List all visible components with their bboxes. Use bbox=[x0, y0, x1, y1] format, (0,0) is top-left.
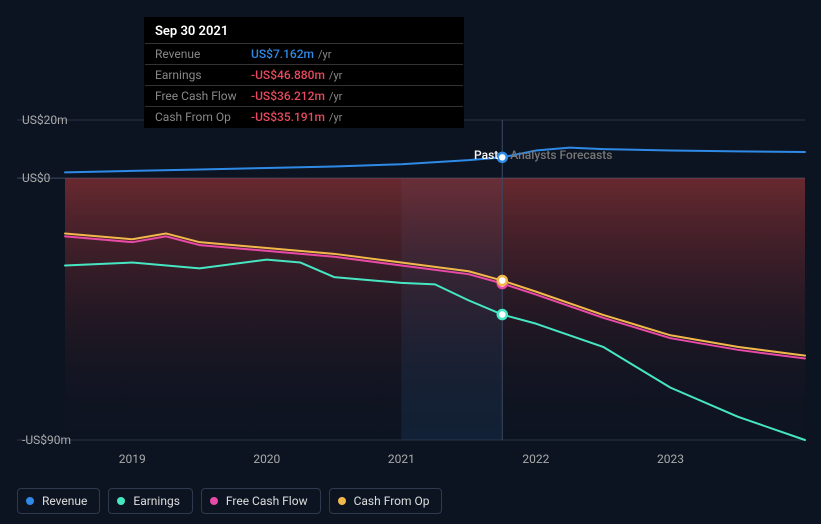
tooltip-date: Sep 30 2021 bbox=[145, 18, 463, 43]
series-line bbox=[65, 148, 805, 173]
chart-legend: Revenue Earnings Free Cash Flow Cash From O… bbox=[17, 488, 442, 514]
tooltip-row-label: Free Cash Flow bbox=[155, 89, 251, 103]
tooltip-row-label: Cash From Op bbox=[155, 110, 251, 124]
tooltip-row-suffix: /yr bbox=[318, 48, 331, 61]
legend-item[interactable]: Revenue bbox=[17, 488, 100, 514]
legend-item-label: Revenue bbox=[42, 494, 87, 508]
tooltip-row-suffix: /yr bbox=[329, 111, 342, 124]
legend-dot-icon bbox=[338, 497, 346, 505]
chart-tooltip: Sep 30 2021 RevenueUS$7.162m/yrEarnings-… bbox=[144, 17, 464, 128]
tooltip-row: Earnings-US$46.880m/yr bbox=[145, 64, 463, 85]
tooltip-row-value: -US$35.191m bbox=[251, 110, 325, 124]
legend-item-label: Free Cash Flow bbox=[226, 494, 308, 508]
tooltip-row: Cash From Op-US$35.191m/yr bbox=[145, 106, 463, 127]
legend-item[interactable]: Earnings bbox=[108, 488, 193, 514]
x-axis-label: 2022 bbox=[522, 452, 549, 466]
x-axis-label: 2019 bbox=[119, 452, 146, 466]
tooltip-row-value: -US$36.212m bbox=[251, 89, 325, 103]
past-region-label: Past bbox=[462, 148, 498, 162]
legend-item[interactable]: Cash From Op bbox=[329, 488, 443, 514]
tooltip-row-value: US$7.162m bbox=[251, 47, 314, 61]
tooltip-row-label: Revenue bbox=[155, 47, 251, 61]
x-axis-label: 2020 bbox=[253, 452, 280, 466]
forecast-region-label: Analysts Forecasts bbox=[510, 148, 612, 162]
x-axis-label: 2021 bbox=[388, 452, 415, 466]
series-marker bbox=[498, 276, 507, 285]
tooltip-row: RevenueUS$7.162m/yr bbox=[145, 43, 463, 64]
series-marker bbox=[498, 153, 507, 162]
series-marker bbox=[498, 310, 507, 319]
legend-item-label: Cash From Op bbox=[354, 494, 430, 508]
tooltip-row-label: Earnings bbox=[155, 68, 251, 82]
legend-item-label: Earnings bbox=[133, 494, 180, 508]
legend-dot-icon bbox=[210, 497, 218, 505]
financials-chart[interactable]: US$20mUS$0-US$90m 20192020202120222023 P… bbox=[17, 120, 805, 470]
y-axis-label: -US$90m bbox=[22, 433, 71, 447]
tooltip-row-suffix: /yr bbox=[329, 69, 342, 82]
tooltip-row: Free Cash Flow-US$36.212m/yr bbox=[145, 85, 463, 106]
legend-dot-icon bbox=[26, 497, 34, 505]
tooltip-row-value: -US$46.880m bbox=[251, 68, 325, 82]
y-axis-label: US$0 bbox=[22, 171, 50, 185]
legend-item[interactable]: Free Cash Flow bbox=[201, 488, 321, 514]
y-axis-label: US$20m bbox=[22, 113, 68, 127]
legend-dot-icon bbox=[117, 497, 125, 505]
tooltip-row-suffix: /yr bbox=[329, 90, 342, 103]
x-axis-label: 2023 bbox=[657, 452, 684, 466]
